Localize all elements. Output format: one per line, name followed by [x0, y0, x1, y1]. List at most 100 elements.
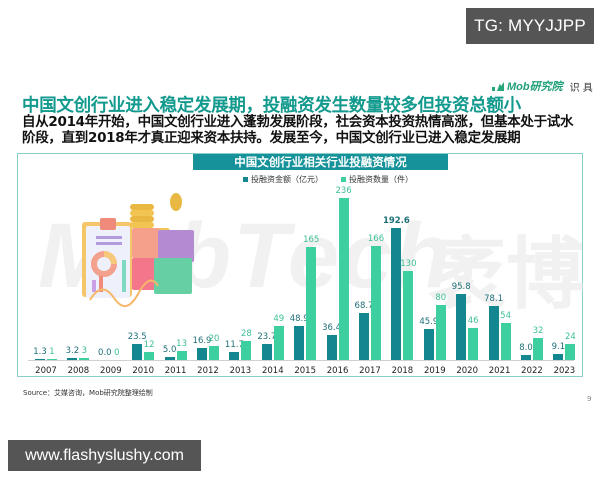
value-label-amount: 48.9 — [289, 314, 309, 325]
value-label-count: 54 — [500, 310, 512, 321]
bar-count — [176, 351, 187, 360]
bar-amount — [391, 227, 402, 360]
bar-count — [209, 346, 219, 360]
x-tick-label: 2013 — [229, 366, 252, 376]
bar-amount — [35, 358, 45, 360]
bar-amount — [132, 343, 143, 360]
bar-amount — [553, 353, 564, 360]
bar-chart-plot: 1.3 1 2007 3.2 3 2008 0.0 0 2009 23.5 12 2010 5.0 13 2… — [18, 154, 584, 378]
legend-swatch-count-icon — [341, 177, 346, 182]
value-label-amount: 8.0 — [519, 342, 533, 353]
finance-illustration-icon — [82, 193, 194, 307]
bar-count — [371, 246, 381, 360]
bar-amount — [67, 357, 78, 360]
value-label-amount: 78.1 — [484, 294, 504, 305]
site-watermark-badge: www.flashyslushy.com — [8, 440, 201, 471]
legend-item-amount: 投融资金额（亿元） — [243, 174, 323, 185]
x-tick-label: 2017 — [359, 366, 381, 376]
value-label-count: 0 — [114, 348, 120, 358]
value-label-count: 165 — [303, 234, 320, 245]
watermark-cn: 袤博 — [428, 230, 585, 320]
value-label-amount: 1.3 — [33, 346, 47, 357]
slide-subtitle: 自从2014年开始，中国文创行业进入蓬勃发展阶段，社会资本投资热情高涨，但基本处… — [22, 114, 574, 146]
x-tick-label: 2019 — [423, 366, 446, 376]
stamp-logo: 识 具 — [569, 82, 593, 94]
bar-count — [500, 322, 511, 360]
value-label-count: 49 — [273, 314, 285, 325]
bar-count — [565, 343, 576, 360]
value-label-amount: 9.1 — [551, 341, 566, 352]
value-label-amount: 68.7 — [354, 300, 374, 311]
bar-count — [468, 328, 479, 360]
bar-amount — [423, 328, 434, 360]
slide-title: 中国文创行业进入稳定发展期，投融资发生数量较多但投资总额小 — [22, 96, 521, 116]
bar-amount — [456, 294, 467, 360]
bar-amount — [326, 335, 337, 360]
value-label-amount: 16.9 — [192, 336, 212, 347]
bar-count — [435, 305, 446, 360]
value-label-count: 28 — [240, 328, 252, 339]
bar-count — [79, 357, 90, 360]
bar-count — [533, 338, 543, 360]
value-label-count: 80 — [435, 293, 447, 304]
x-tick-label: 2020 — [456, 366, 479, 376]
bar-amount — [197, 348, 207, 360]
value-label-amount: 45.9 — [419, 316, 439, 327]
bar-count — [47, 358, 57, 360]
bar-amount — [164, 356, 175, 360]
x-tick-label: 2011 — [164, 366, 187, 376]
mob-logo: Mob研究院 识 具 — [492, 78, 593, 94]
value-label-count: 24 — [564, 331, 576, 342]
legend-item-count: 投融资数量（件） — [341, 174, 413, 185]
bar-count — [403, 270, 414, 360]
value-label-count: 130 — [400, 258, 417, 269]
value-label-count: 166 — [367, 234, 385, 245]
value-label-count: 20 — [208, 334, 220, 345]
x-tick-label: 2018 — [391, 366, 414, 376]
bar-count — [273, 326, 284, 360]
mob-logo-icon — [492, 81, 504, 91]
bar-amount — [359, 312, 369, 360]
x-tick-label: 2015 — [294, 366, 317, 376]
value-label-count: 236 — [335, 186, 352, 197]
bar-count — [241, 340, 252, 360]
x-tick-label: 2023 — [553, 366, 576, 376]
value-label-count: 1 — [49, 346, 55, 357]
tg-watermark-badge: TG: MYYJJPP — [466, 8, 594, 44]
bar-amount — [229, 351, 240, 360]
bar-amount — [294, 326, 305, 360]
chart-frame: MobTech 袤博 中国文创行业相关行业投融资情况 投融资金额（亿元） 投 — [17, 153, 585, 378]
value-label-count: 46 — [467, 316, 479, 327]
value-label-amount: 192.6 — [382, 215, 410, 226]
value-label-amount: 36.4 — [322, 323, 342, 334]
mob-logo-text: Mob研究院 — [507, 81, 563, 93]
bar-count — [306, 246, 317, 360]
page-number: 9 — [587, 395, 592, 403]
value-label-amount: 23.7 — [257, 331, 277, 342]
chart-legend: 投融资金额（亿元） 投融资数量（件） — [243, 174, 413, 185]
x-tick-label: 2021 — [488, 366, 511, 376]
legend-label-count: 投融资数量（件） — [349, 175, 413, 184]
bar-amount — [261, 343, 272, 360]
x-tick-label: 2007 — [35, 366, 57, 376]
x-tick-label: 2010 — [132, 366, 155, 376]
legend-label-amount: 投融资金额（亿元） — [251, 175, 323, 184]
value-label-amount: 95.8 — [451, 282, 471, 293]
x-tick-label: 2008 — [67, 366, 90, 376]
bar-count — [144, 351, 155, 360]
value-label-count: 32 — [532, 326, 544, 337]
value-label-amount: 5.0 — [162, 344, 177, 355]
source-note: Source：艾媒咨询，Mob研究院整理绘制 — [23, 389, 153, 397]
value-label-amount: 11.7 — [224, 339, 244, 350]
chart-title: 中国文创行业相关行业投融资情况 — [193, 154, 448, 170]
bar-amount — [488, 306, 499, 360]
x-tick-label: 2009 — [99, 366, 122, 376]
value-label-count: 13 — [176, 339, 188, 350]
legend-swatch-amount-icon — [243, 177, 248, 182]
value-label-count: 12 — [143, 339, 155, 350]
value-label-amount: 3.2 — [65, 345, 80, 356]
value-label-amount: 0.0 — [98, 348, 112, 358]
x-tick-label: 2022 — [521, 366, 543, 376]
value-label-amount: 23.5 — [127, 331, 147, 342]
x-tick-label: 2012 — [197, 366, 219, 376]
